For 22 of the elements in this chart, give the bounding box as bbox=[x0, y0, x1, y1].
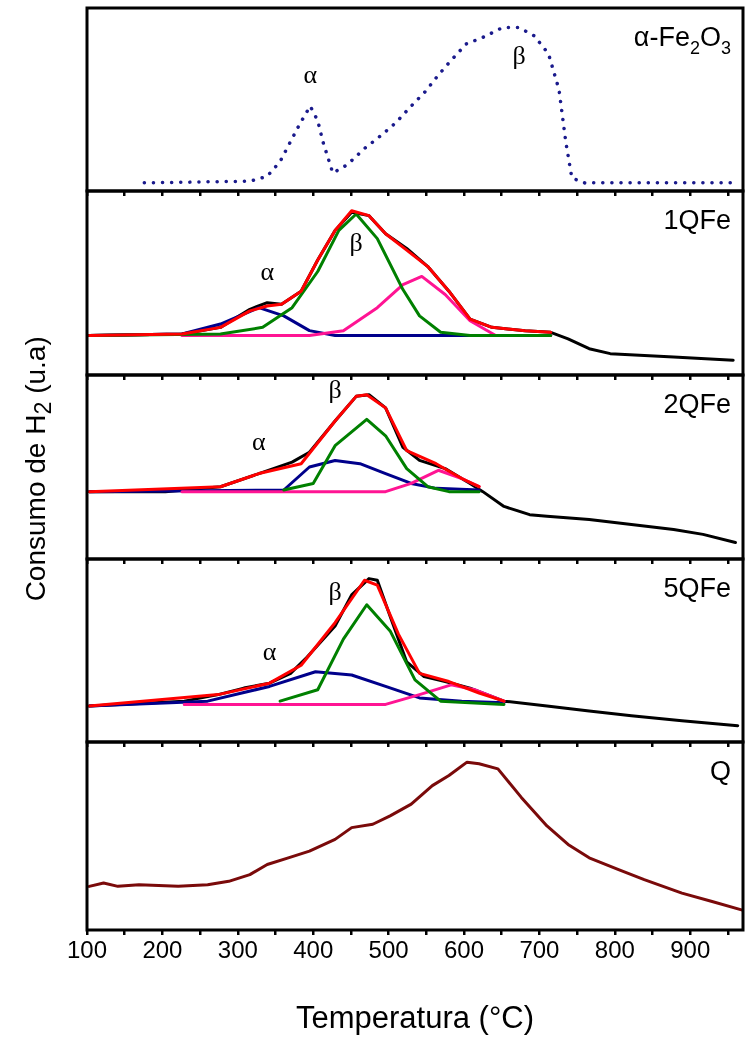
x-axis-title: Temperatura (°C) bbox=[295, 999, 535, 1035]
annotation: α bbox=[252, 427, 267, 457]
annotation: β bbox=[328, 576, 342, 606]
x-tick-label: 900 bbox=[670, 936, 711, 964]
x-tick-label: 400 bbox=[293, 936, 334, 964]
annotation: α bbox=[260, 256, 275, 286]
chart-title: 2QFe bbox=[663, 389, 731, 419]
x-tick-label: 100 bbox=[66, 936, 108, 964]
x-tick-label: 700 bbox=[519, 936, 560, 964]
chart-title: Q bbox=[710, 756, 732, 786]
x-tick-label: 500 bbox=[368, 936, 409, 964]
annotation: α bbox=[262, 637, 277, 667]
x-tick-label: 600 bbox=[443, 936, 485, 964]
x-tick-label: 800 bbox=[594, 936, 635, 964]
annotation: α bbox=[303, 59, 318, 89]
chart-title: 5QFe bbox=[663, 573, 731, 603]
annotation: β bbox=[512, 41, 526, 71]
annotation: β bbox=[349, 227, 363, 257]
x-tick-label: 300 bbox=[217, 936, 258, 964]
chart-title: 1QFe bbox=[663, 205, 731, 235]
x-tick-label: 200 bbox=[142, 936, 183, 964]
annotation: β bbox=[328, 374, 342, 404]
